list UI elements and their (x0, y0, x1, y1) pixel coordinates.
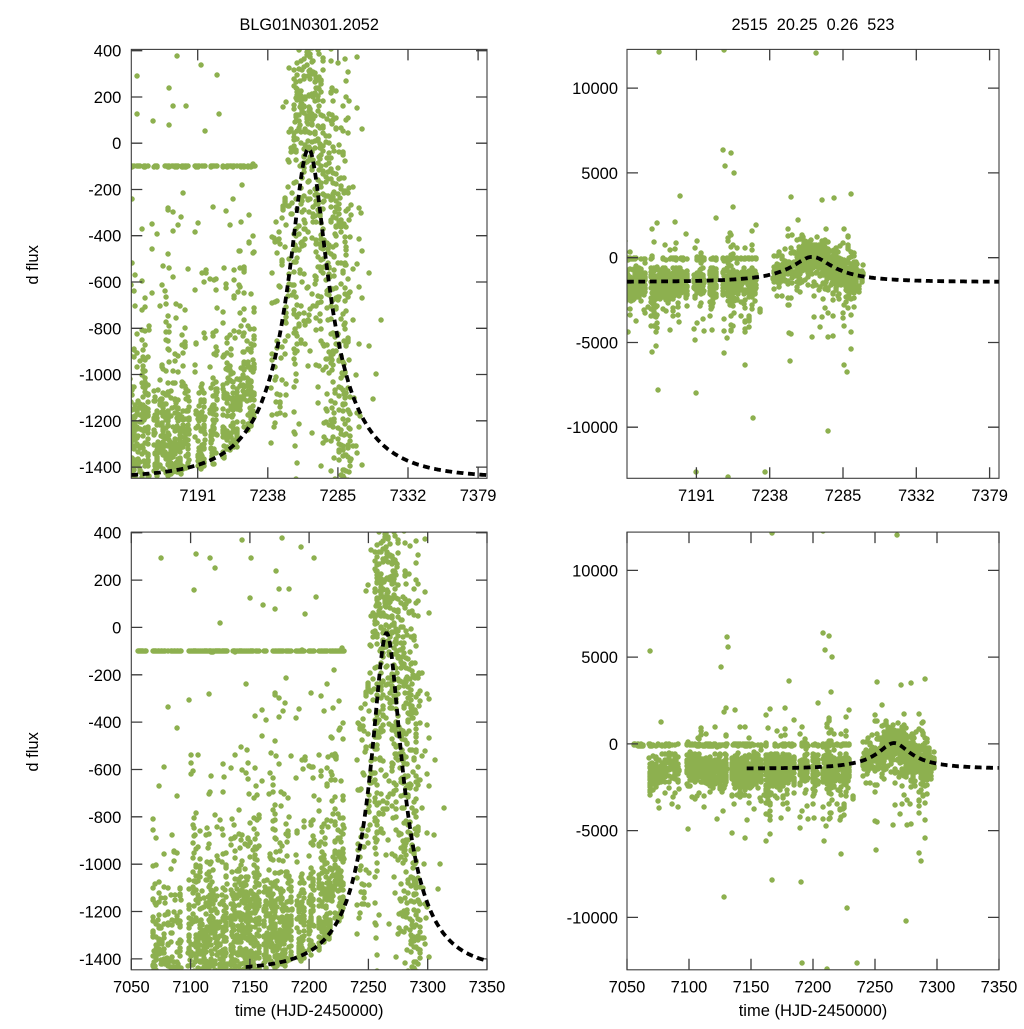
svg-text:-600: -600 (88, 762, 121, 780)
svg-text:7150: 7150 (733, 979, 770, 997)
svg-text:7379: 7379 (971, 487, 1008, 505)
svg-text:-1200: -1200 (79, 413, 121, 431)
svg-text:-1400: -1400 (79, 459, 121, 477)
svg-text:5000: 5000 (581, 165, 618, 183)
svg-text:-200: -200 (88, 667, 121, 685)
svg-text:7350: 7350 (981, 979, 1018, 997)
svg-text:0: 0 (112, 135, 121, 153)
svg-text:10000: 10000 (572, 80, 618, 98)
svg-text:-5000: -5000 (576, 823, 618, 841)
svg-text:-1400: -1400 (79, 951, 121, 969)
svg-text:7050: 7050 (113, 979, 150, 997)
svg-text:-10000: -10000 (567, 909, 618, 927)
svg-text:-5000: -5000 (576, 335, 618, 353)
svg-text:7285: 7285 (825, 487, 862, 505)
svg-text:200: 200 (94, 572, 122, 590)
svg-text:400: 400 (94, 525, 122, 543)
svg-text:-1200: -1200 (79, 904, 121, 922)
svg-text:7379: 7379 (460, 487, 497, 505)
svg-text:7050: 7050 (609, 979, 646, 997)
svg-text:7200: 7200 (291, 979, 328, 997)
svg-text:-1000: -1000 (79, 856, 121, 874)
svg-text:7285: 7285 (320, 487, 357, 505)
svg-text:7350: 7350 (469, 979, 506, 997)
svg-text:time (HJD-2450000): time (HJD-2450000) (739, 1002, 888, 1020)
svg-text:-10000: -10000 (567, 419, 618, 437)
svg-text:0: 0 (609, 250, 618, 268)
svg-text:7238: 7238 (751, 487, 788, 505)
svg-text:-600: -600 (88, 274, 121, 292)
svg-text:0: 0 (112, 619, 121, 637)
svg-text:7150: 7150 (232, 979, 269, 997)
svg-text:0: 0 (609, 736, 618, 754)
svg-text:time (HJD-2450000): time (HJD-2450000) (235, 1002, 384, 1020)
svg-text:7191: 7191 (678, 487, 715, 505)
svg-text:2515 20.25 0.26 523: 2515 20.25 0.26 523 (732, 16, 895, 34)
svg-text:-400: -400 (88, 228, 121, 246)
svg-text:7332: 7332 (898, 487, 935, 505)
svg-text:-800: -800 (88, 809, 121, 827)
svg-text:7250: 7250 (350, 979, 387, 997)
svg-text:d flux: d flux (24, 244, 42, 284)
svg-text:7100: 7100 (172, 979, 209, 997)
svg-text:-400: -400 (88, 714, 121, 732)
svg-text:200: 200 (94, 89, 122, 107)
svg-text:d flux: d flux (24, 731, 42, 771)
svg-text:400: 400 (94, 43, 122, 61)
svg-text:7332: 7332 (390, 487, 427, 505)
svg-text:BLG01N0301.2052: BLG01N0301.2052 (239, 16, 378, 34)
svg-text:7100: 7100 (671, 979, 708, 997)
svg-text:7300: 7300 (919, 979, 956, 997)
svg-text:7191: 7191 (179, 487, 216, 505)
svg-text:7300: 7300 (409, 979, 446, 997)
svg-text:-200: -200 (88, 182, 121, 200)
svg-text:-800: -800 (88, 320, 121, 338)
svg-text:-1000: -1000 (79, 367, 121, 385)
svg-text:10000: 10000 (572, 562, 618, 580)
svg-text:7250: 7250 (857, 979, 894, 997)
svg-text:5000: 5000 (581, 649, 618, 667)
svg-text:7238: 7238 (249, 487, 286, 505)
svg-text:7200: 7200 (795, 979, 832, 997)
